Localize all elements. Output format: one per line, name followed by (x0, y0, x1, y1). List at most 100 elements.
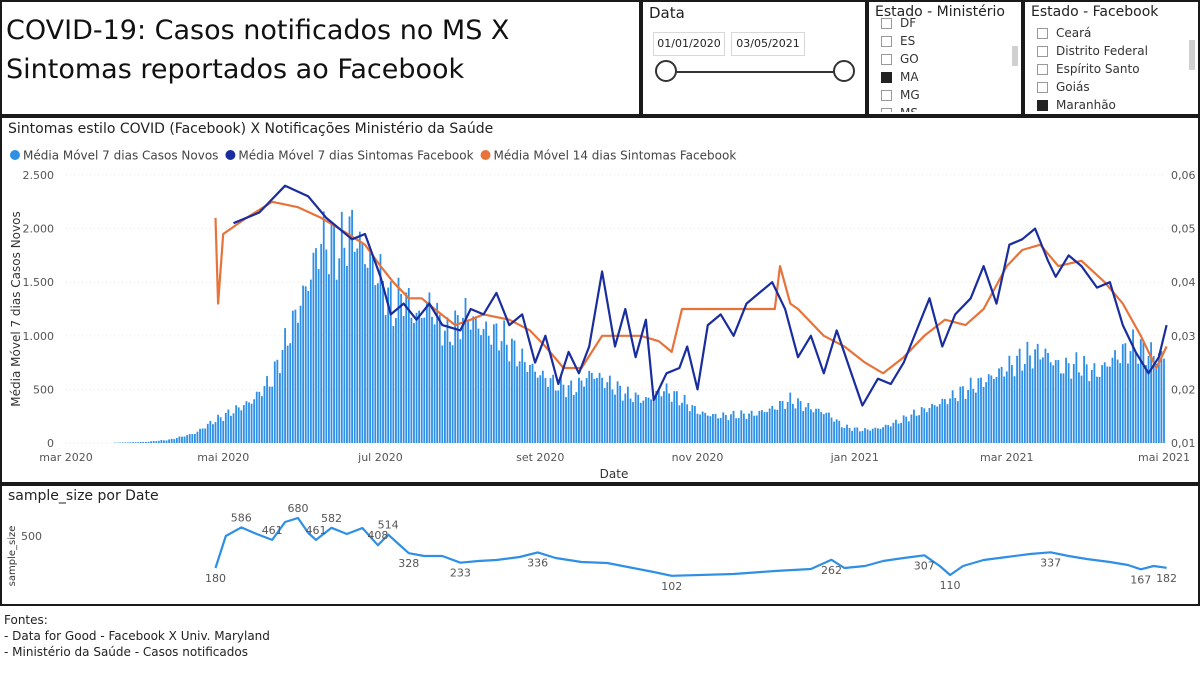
date-start-input[interactable]: 01/01/2020 (653, 32, 725, 56)
facebook-item[interactable]: Distrito Federal (1037, 42, 1184, 60)
date-end-input[interactable]: 03/05/2021 (731, 32, 805, 56)
ministerio-item[interactable]: DF (881, 14, 1007, 32)
facebook-item[interactable]: Ceará (1037, 24, 1184, 42)
ministerio-item[interactable]: GO (881, 50, 1007, 68)
checkbox[interactable] (881, 71, 892, 83)
bar (353, 251, 356, 443)
checkbox[interactable] (881, 35, 892, 47)
bar (665, 383, 668, 443)
bar (905, 416, 908, 443)
ministerio-item[interactable]: MG (881, 86, 1007, 104)
date-slider-start-handle[interactable] (655, 60, 677, 82)
bar (817, 408, 820, 443)
bar (701, 411, 704, 443)
facebook-scrollbar[interactable] (1189, 40, 1195, 70)
bar (1034, 349, 1037, 443)
bar (139, 442, 142, 443)
bar (330, 224, 333, 443)
checkbox[interactable] (881, 107, 892, 112)
ministerio-item[interactable]: MS (881, 104, 1007, 112)
bar (820, 412, 823, 443)
bar (165, 440, 168, 443)
bar (590, 372, 593, 443)
bar (425, 302, 428, 443)
bar (333, 224, 335, 443)
ministerio-item[interactable]: ES (881, 32, 1007, 50)
bar (779, 401, 781, 443)
bar (902, 415, 905, 443)
ministerio-slicer: Estado - Ministério DF ES GO MA MG MS (867, 0, 1023, 116)
bar (771, 405, 774, 443)
bar (848, 427, 851, 443)
bar (956, 401, 959, 443)
bar (536, 377, 539, 443)
bar (786, 401, 789, 443)
bar (745, 418, 748, 443)
facebook-item[interactable]: Espírito Santo (1037, 60, 1184, 78)
bar (462, 317, 464, 443)
bar (843, 427, 846, 443)
date-slider-track[interactable] (667, 71, 845, 73)
checkbox[interactable] (881, 53, 892, 65)
bar (284, 328, 286, 443)
bar (639, 402, 642, 443)
bar (724, 414, 727, 443)
bar (944, 399, 946, 443)
bar (985, 382, 988, 443)
checkbox[interactable] (881, 89, 892, 101)
bar (392, 326, 395, 443)
bar (1052, 365, 1055, 443)
ministerio-item[interactable]: MA (881, 68, 1007, 86)
ministerio-item-label: DF (900, 16, 917, 30)
checkbox[interactable] (1037, 99, 1048, 111)
bar (214, 422, 217, 443)
bar (443, 330, 446, 443)
date-slider-end-handle[interactable] (833, 60, 855, 82)
bar (657, 389, 660, 443)
bar (1031, 368, 1034, 443)
y-tick-label: 500 (33, 383, 54, 396)
checkbox[interactable] (881, 17, 892, 29)
bar (583, 386, 585, 443)
bar (175, 438, 178, 443)
bar (732, 410, 735, 443)
bar (433, 324, 436, 443)
bar (727, 420, 730, 443)
bar (487, 335, 490, 443)
ministerio-scrollbar[interactable] (1012, 46, 1018, 66)
bar (611, 389, 614, 443)
bar (897, 423, 900, 443)
bar (549, 378, 552, 443)
bar (302, 285, 305, 443)
x-tick-label: mai 2021 (1138, 451, 1190, 464)
bar (1108, 366, 1111, 443)
bar (910, 414, 913, 443)
bar (518, 361, 521, 443)
bar (799, 401, 802, 443)
checkbox[interactable] (1037, 81, 1048, 93)
bar (1157, 353, 1160, 443)
bar (304, 286, 307, 443)
checkbox[interactable] (1037, 45, 1048, 57)
bar (846, 424, 848, 443)
bar (1137, 363, 1140, 443)
bar (742, 413, 745, 443)
bar (472, 316, 475, 443)
bar (181, 436, 183, 443)
data-label: 328 (398, 557, 419, 570)
bar (438, 314, 441, 443)
bar (255, 391, 258, 443)
bar (387, 287, 390, 443)
bar (232, 413, 235, 443)
facebook-item[interactable]: Goiás (1037, 78, 1184, 96)
checkbox[interactable] (1037, 27, 1048, 39)
data-label: 167 (1130, 573, 1151, 586)
bar (660, 396, 663, 443)
facebook-item[interactable]: Maranhão (1037, 96, 1184, 112)
checkbox[interactable] (1037, 63, 1048, 75)
bar (1101, 365, 1104, 443)
bar (691, 405, 694, 443)
bar (802, 411, 805, 443)
bar (1029, 355, 1031, 443)
bar (681, 402, 683, 443)
